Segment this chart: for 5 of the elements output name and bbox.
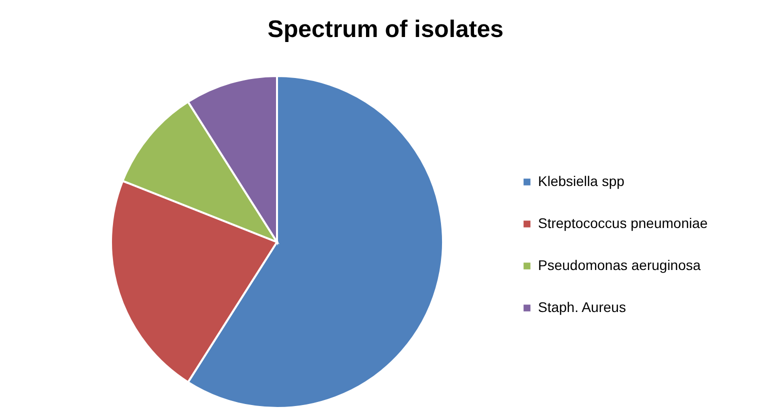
legend-label: Pseudomonas aeruginosa [538,257,701,273]
legend-label: Staph. Aureus [538,299,626,315]
chart-title: Spectrum of isolates [267,16,504,43]
legend-label: Klebsiella spp [538,173,625,189]
legend-label: Streptococcus pneumoniae [538,215,708,231]
